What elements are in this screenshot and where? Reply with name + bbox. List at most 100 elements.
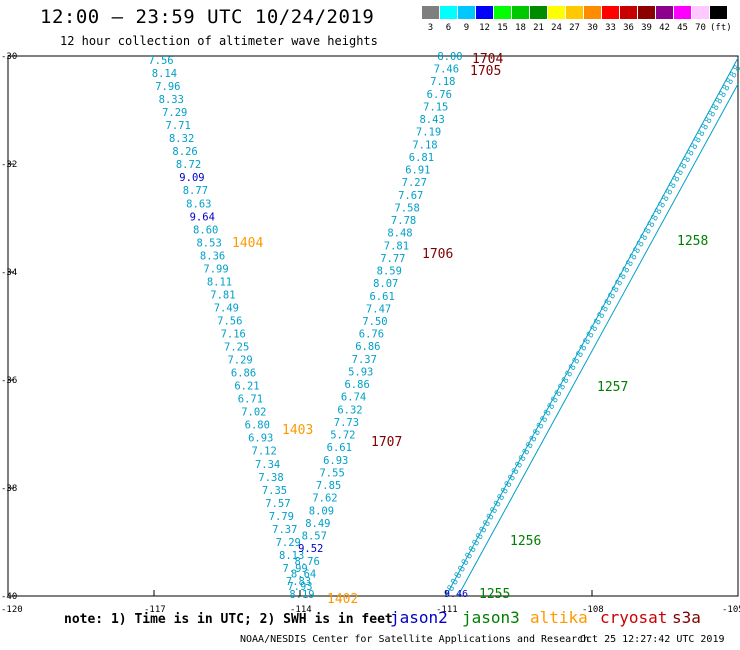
svg-text:8: 8 bbox=[628, 252, 639, 262]
svg-text:8: 8 bbox=[664, 187, 675, 197]
units-note: note: 1) Time is in UTC; 2) SWH is in fe… bbox=[64, 612, 393, 627]
scale-swatch bbox=[422, 6, 439, 19]
svg-text:8: 8 bbox=[728, 70, 739, 80]
wave-height-value: 6.91 bbox=[405, 165, 430, 177]
svg-text:8: 8 bbox=[510, 467, 521, 477]
wave-height-value: 7.18 bbox=[430, 76, 455, 88]
edge-wave-value: 9.46 bbox=[444, 589, 468, 600]
time-label: 1402 bbox=[327, 592, 358, 607]
svg-text:8: 8 bbox=[714, 96, 725, 106]
page-title: 12:00 – 23:59 UTC 10/24/2019 bbox=[40, 6, 375, 28]
scale-label: 70 bbox=[695, 23, 706, 33]
wave-height-value: 7.81 bbox=[384, 240, 409, 252]
svg-text:8: 8 bbox=[621, 265, 632, 275]
wave-height-value: 7.56 bbox=[148, 55, 173, 67]
scale-label: (ft) bbox=[710, 23, 732, 33]
svg-text:8: 8 bbox=[546, 402, 557, 412]
satellite-legend-jason3: jason3 bbox=[462, 608, 520, 627]
svg-text:8: 8 bbox=[685, 148, 696, 158]
svg-text:8: 8 bbox=[457, 564, 468, 574]
wave-height-value: 7.19 bbox=[416, 127, 441, 139]
wave-height-value: 7.18 bbox=[412, 139, 437, 151]
scale-label: 6 bbox=[445, 23, 452, 33]
wave-height-value: 8.26 bbox=[172, 146, 197, 158]
scale-swatch bbox=[494, 6, 511, 19]
wave-height-value: 7.15 bbox=[423, 101, 448, 113]
generated-timestamp: Oct 25 12:27:42 UTC 2019 bbox=[580, 634, 725, 645]
svg-text:8: 8 bbox=[725, 77, 736, 87]
lon-tick-label: -105 bbox=[722, 605, 740, 615]
svg-text:8: 8 bbox=[657, 200, 668, 210]
svg-text:8: 8 bbox=[571, 356, 582, 366]
scale-swatch bbox=[620, 6, 637, 19]
wave-height-value: 6.80 bbox=[245, 420, 270, 432]
wave-height-value: 6.71 bbox=[238, 394, 263, 406]
scale-label: 33 bbox=[605, 23, 616, 33]
scale-swatch bbox=[692, 6, 709, 19]
svg-text:8: 8 bbox=[632, 246, 643, 256]
scale-label: 24 bbox=[551, 23, 562, 33]
svg-text:8: 8 bbox=[550, 395, 561, 405]
svg-text:8: 8 bbox=[539, 415, 550, 425]
svg-text:8: 8 bbox=[703, 116, 714, 126]
svg-text:8: 8 bbox=[464, 551, 475, 561]
svg-text:8: 8 bbox=[625, 259, 636, 269]
wave-height-value: 7.25 bbox=[224, 342, 249, 354]
scale-swatch bbox=[602, 6, 619, 19]
svg-text:8: 8 bbox=[593, 317, 604, 327]
svg-text:8: 8 bbox=[668, 181, 679, 191]
wave-height-value: 7.83 bbox=[286, 576, 311, 588]
wave-height-value: 7.35 bbox=[262, 485, 287, 497]
lat-tick-label: -32 bbox=[1, 160, 17, 170]
wave-height-value: 8.77 bbox=[183, 185, 208, 197]
svg-text:8: 8 bbox=[560, 376, 571, 386]
wave-height-value: 6.76 bbox=[359, 329, 384, 341]
wave-height-value: 7.81 bbox=[210, 289, 235, 301]
svg-text:8: 8 bbox=[557, 382, 568, 392]
credit-text: NOAA/NESDIS Center for Satellite Applica… bbox=[240, 634, 590, 645]
svg-text:8: 8 bbox=[607, 291, 618, 301]
wave-height-value: 9.64 bbox=[190, 211, 215, 223]
satellite-legend-s3a: s3a bbox=[672, 608, 701, 627]
time-label: 1255 bbox=[479, 587, 510, 602]
svg-text:8: 8 bbox=[453, 571, 464, 581]
satellite-legend-altika: altika bbox=[530, 608, 588, 627]
wave-height-value: 6.61 bbox=[369, 291, 394, 303]
scale-label: 36 bbox=[623, 23, 634, 33]
wave-height-value: 6.93 bbox=[323, 455, 348, 467]
wave-height-value: 6.81 bbox=[409, 152, 434, 164]
scale-swatch bbox=[710, 6, 727, 19]
svg-text:8: 8 bbox=[603, 298, 614, 308]
svg-text:8: 8 bbox=[600, 304, 611, 314]
map-frame bbox=[7, 55, 739, 597]
scale-label: 30 bbox=[587, 23, 598, 33]
satellite-legend-cryosat: cryosat bbox=[600, 608, 668, 627]
scale-label: 9 bbox=[463, 23, 470, 33]
wave-height-value: 6.93 bbox=[248, 433, 273, 445]
svg-text:8: 8 bbox=[553, 389, 564, 399]
svg-text:8: 8 bbox=[500, 486, 511, 496]
svg-text:8: 8 bbox=[492, 499, 503, 509]
scale-label: 39 bbox=[641, 23, 652, 33]
satellite-legend-jason2: jason2 bbox=[390, 608, 448, 627]
svg-text:8: 8 bbox=[460, 558, 471, 568]
svg-text:8: 8 bbox=[614, 278, 625, 288]
wave-height-value: 7.29 bbox=[227, 355, 252, 367]
wave-height-value: 7.99 bbox=[282, 563, 307, 575]
wave-height-value: 7.49 bbox=[214, 302, 239, 314]
lon-tick-label: -111 bbox=[436, 605, 458, 615]
wave-height-value: 8.72 bbox=[176, 159, 201, 171]
svg-text:8: 8 bbox=[582, 337, 593, 347]
svg-text:8: 8 bbox=[475, 532, 486, 542]
wave-height-value: 7.73 bbox=[334, 417, 359, 429]
svg-text:8: 8 bbox=[467, 545, 478, 555]
svg-text:8: 8 bbox=[575, 350, 586, 360]
svg-text:8: 8 bbox=[696, 129, 707, 139]
wave-height-value: 8.13 bbox=[279, 550, 304, 562]
svg-text:8: 8 bbox=[646, 220, 657, 230]
svg-text:8: 8 bbox=[650, 213, 661, 223]
wave-height-value: 6.21 bbox=[234, 381, 259, 393]
lat-tick-label: -36 bbox=[1, 376, 17, 386]
scale-swatch bbox=[530, 6, 547, 19]
